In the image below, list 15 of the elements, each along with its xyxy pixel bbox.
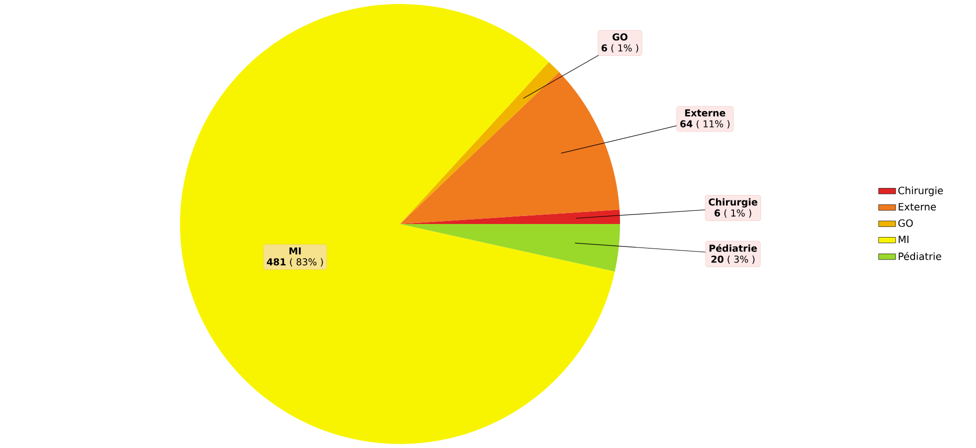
- legend-label: Pédiatrie: [898, 252, 942, 260]
- data-label: 20 ( 3% ): [711, 255, 754, 264]
- data-label: 64 ( 11% ): [680, 120, 730, 129]
- legend-label: GO: [898, 219, 913, 227]
- data-label: 6 ( 1% ): [602, 44, 638, 53]
- slice-label: GO: [612, 33, 628, 41]
- slice-label: Externe: [685, 109, 726, 116]
- slice-label: MI: [289, 247, 301, 254]
- legend-label: Chirurgie: [898, 186, 943, 196]
- data-label: 481 ( 83% ): [266, 258, 323, 267]
- slice-label: Chirurgie: [708, 198, 758, 208]
- data-label: 6 ( 1% ): [714, 209, 752, 218]
- legend-label: Externe: [898, 203, 936, 211]
- legend-label: MI: [898, 236, 908, 243]
- slice-label: Pédiatrie: [710, 244, 757, 252]
